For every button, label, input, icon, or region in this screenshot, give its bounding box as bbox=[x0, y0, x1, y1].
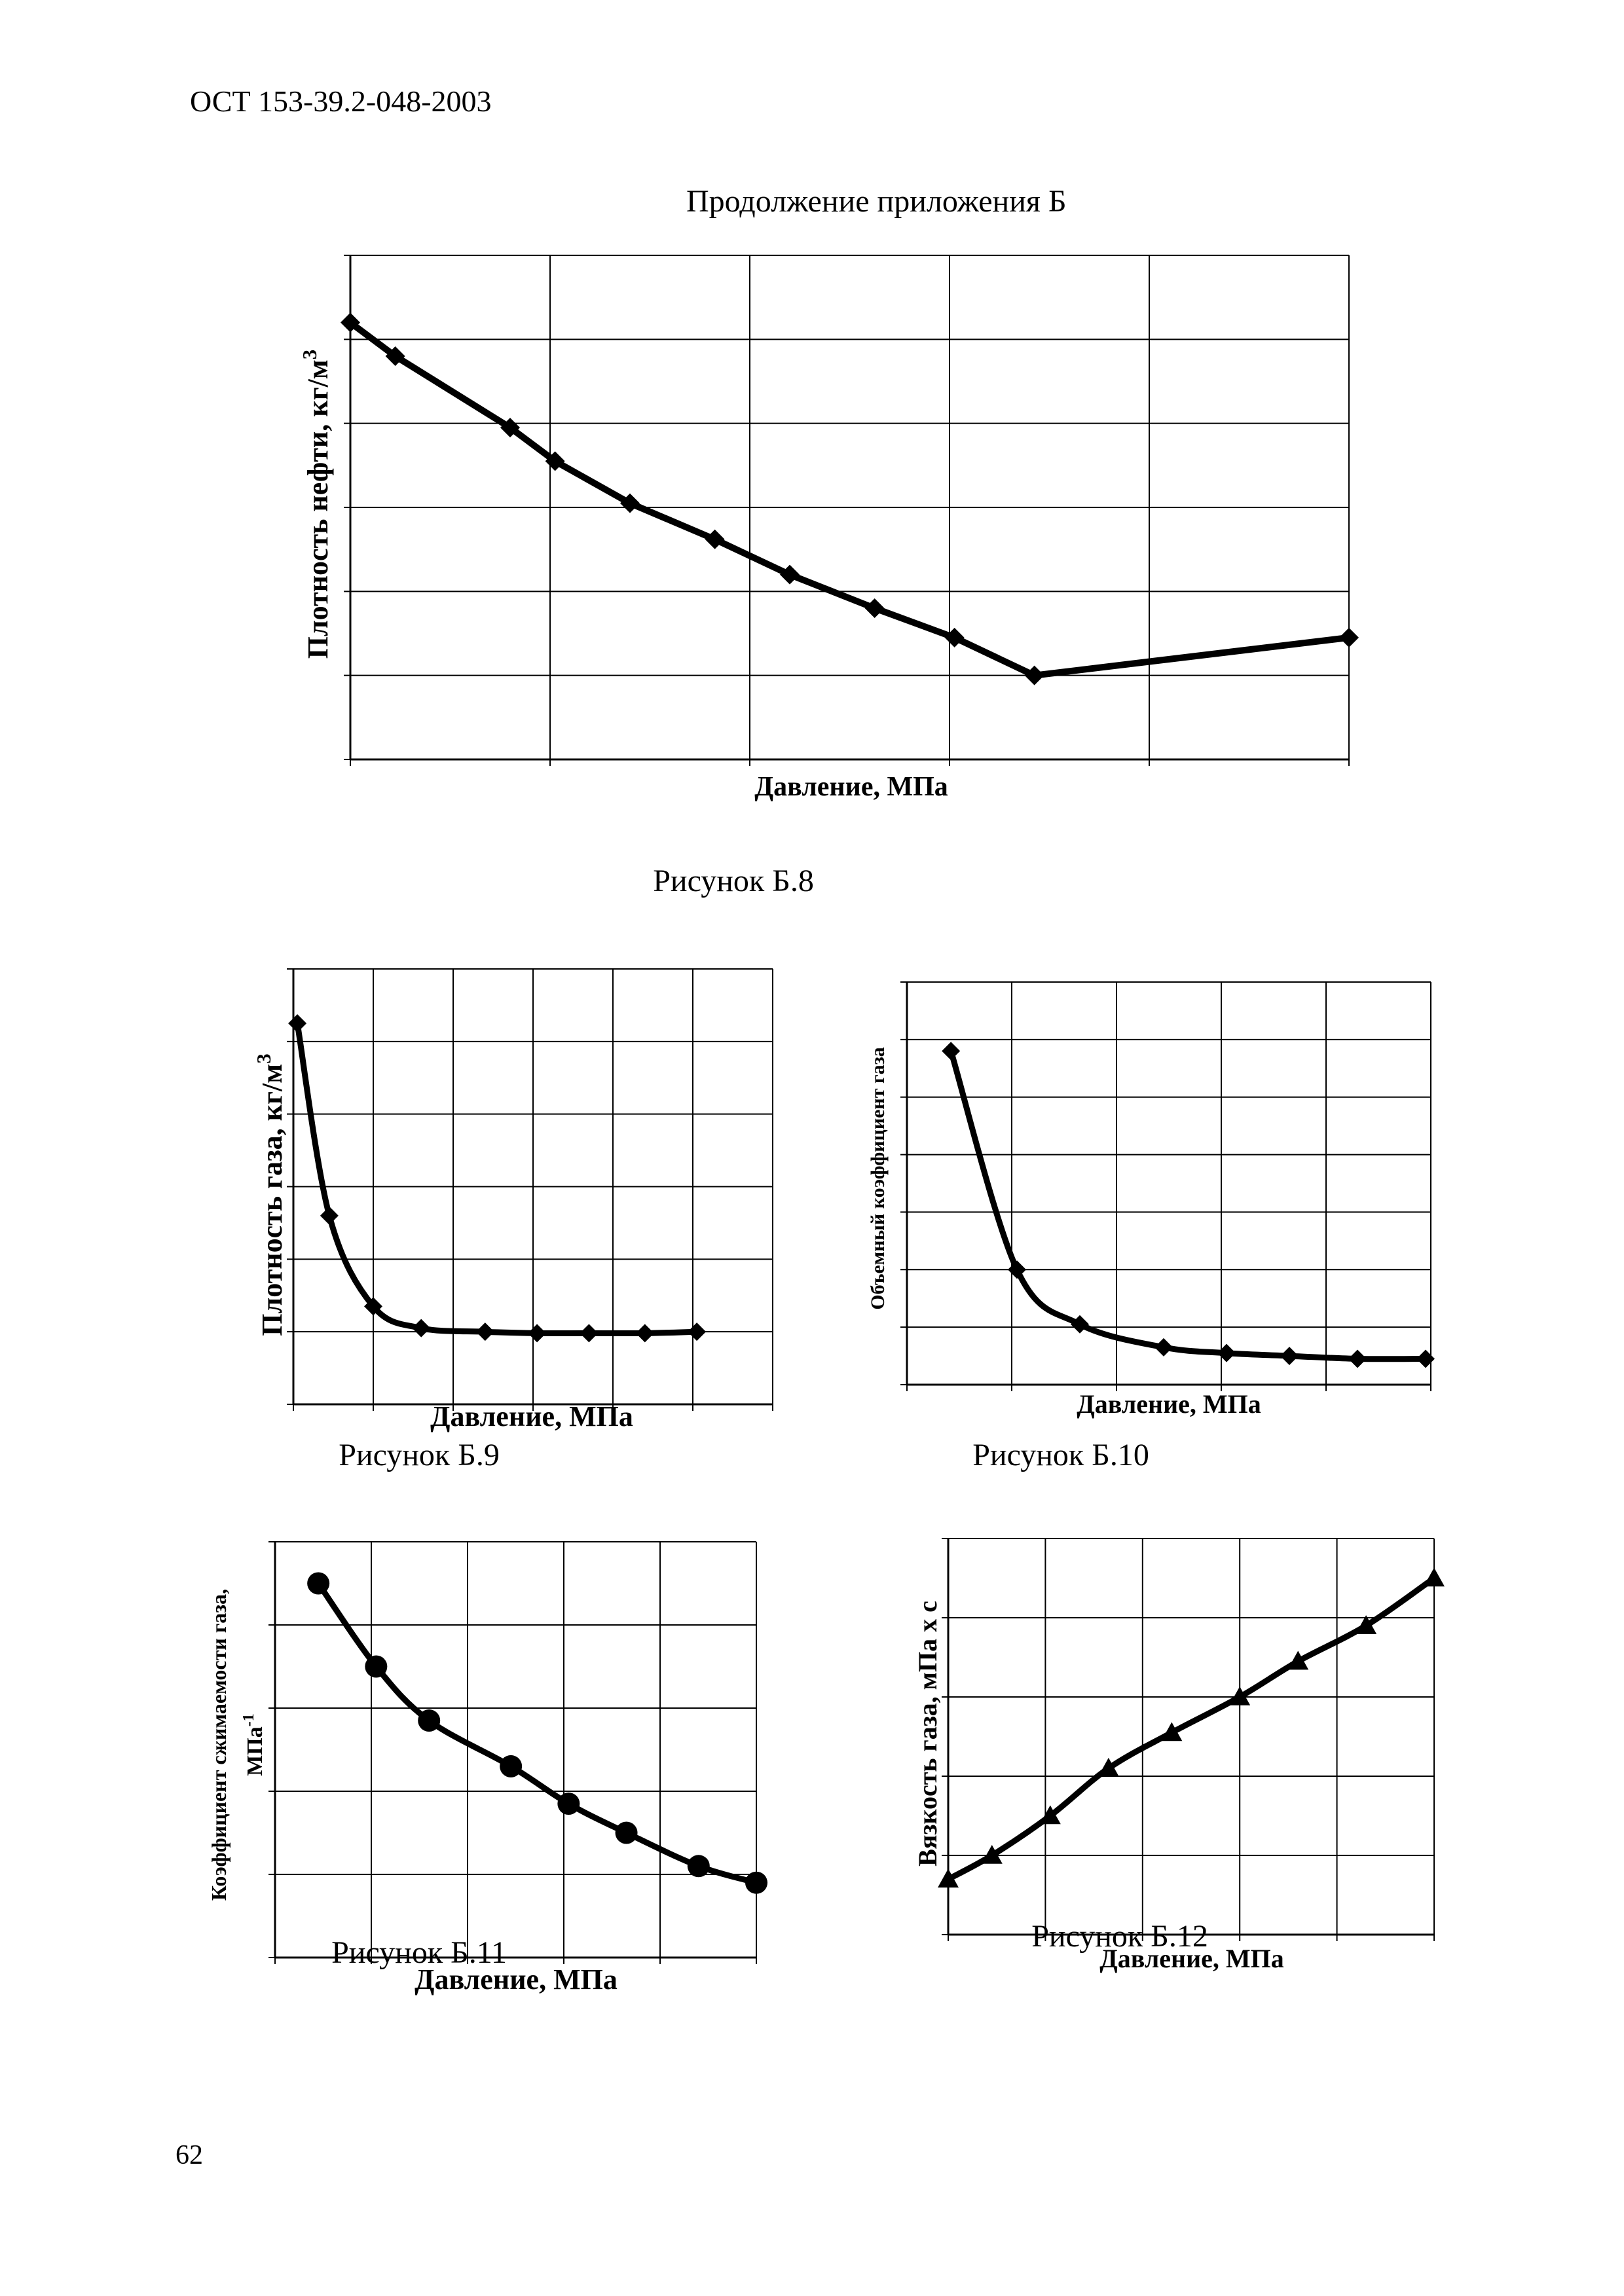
y-axis-label: Плотность газа, кг/м3 bbox=[252, 1053, 289, 1336]
y-axis-label: Вязкость газа, мПа х с bbox=[913, 1601, 942, 1867]
series-line bbox=[948, 1048, 1429, 1362]
data-point-2 bbox=[1039, 1805, 1061, 1825]
data-point-7 bbox=[635, 1324, 654, 1343]
caption-figure-b11: Рисунок Б.11 bbox=[331, 1935, 507, 1970]
data-point-9 bbox=[1024, 665, 1044, 685]
x-axis-label: Давление, МПа bbox=[1077, 1389, 1261, 1419]
data-point-0 bbox=[288, 1014, 307, 1033]
data-point-4 bbox=[1217, 1343, 1236, 1362]
x-axis-label: Давление, МПа bbox=[430, 1400, 633, 1432]
data-point-3 bbox=[545, 451, 565, 471]
series-line bbox=[315, 1580, 760, 1886]
data-point-4 bbox=[475, 1322, 494, 1341]
data-point-7 bbox=[1356, 1615, 1377, 1634]
data-point-3 bbox=[500, 1755, 523, 1777]
x-axis-label: Давление, МПа bbox=[754, 772, 948, 802]
data-point-0 bbox=[341, 312, 360, 333]
data-point-3 bbox=[412, 1319, 431, 1338]
data-point-3 bbox=[1098, 1757, 1119, 1777]
data-point-1 bbox=[981, 1845, 1003, 1864]
data-point-6 bbox=[1348, 1349, 1367, 1368]
caption-figure-b9: Рисунок Б.9 bbox=[339, 1438, 500, 1472]
data-point-1 bbox=[365, 1655, 388, 1678]
data-point-6 bbox=[687, 1855, 710, 1878]
caption-figure-b8: Рисунок Б.8 bbox=[653, 864, 814, 898]
document-code: ОСТ 153-39.2-048-2003 bbox=[190, 84, 492, 118]
series-line bbox=[347, 319, 1352, 679]
data-point-3 bbox=[1154, 1338, 1173, 1357]
data-point-6 bbox=[780, 564, 800, 585]
data-point-4 bbox=[557, 1793, 580, 1815]
data-point-5 bbox=[705, 529, 725, 549]
data-point-5 bbox=[1229, 1686, 1251, 1705]
data-point-8 bbox=[1424, 1567, 1445, 1587]
data-point-5 bbox=[615, 1821, 638, 1844]
data-point-5 bbox=[1280, 1347, 1299, 1366]
y-axis-label-unit: МПа-1 bbox=[240, 1713, 267, 1776]
y-axis-label: Плотность нефти, кг/м3 bbox=[298, 350, 335, 659]
y-axis-label: Коэффициент сжимаемости газа, bbox=[207, 1589, 231, 1901]
data-point-2 bbox=[1071, 1315, 1089, 1334]
data-point-2 bbox=[364, 1297, 382, 1316]
data-point-1 bbox=[320, 1206, 339, 1225]
data-point-7 bbox=[1416, 1349, 1435, 1368]
data-point-4 bbox=[1161, 1722, 1183, 1741]
data-point-0 bbox=[307, 1572, 330, 1595]
data-point-8 bbox=[944, 627, 965, 647]
data-point-8 bbox=[688, 1322, 707, 1341]
data-point-6 bbox=[580, 1324, 599, 1343]
data-point-5 bbox=[528, 1324, 547, 1343]
data-point-1 bbox=[1008, 1260, 1026, 1279]
y-axis-label: Объемный коэффициент газа bbox=[867, 1047, 889, 1309]
appendix-title: Продолжение приложения Б bbox=[686, 184, 1067, 219]
caption-figure-b12: Рисунок Б.12 bbox=[1031, 1919, 1208, 1954]
data-point-4 bbox=[620, 493, 640, 513]
data-point-0 bbox=[938, 1868, 959, 1888]
series-line bbox=[945, 1575, 1437, 1882]
series-line bbox=[294, 1020, 700, 1337]
data-point-2 bbox=[418, 1709, 441, 1732]
data-point-2 bbox=[500, 418, 520, 438]
data-point-0 bbox=[942, 1042, 961, 1061]
data-point-1 bbox=[385, 346, 405, 366]
data-point-10 bbox=[1339, 627, 1359, 647]
data-point-7 bbox=[745, 1871, 767, 1894]
data-point-6 bbox=[1287, 1650, 1309, 1670]
page-number: 62 bbox=[175, 2140, 203, 2170]
data-point-7 bbox=[864, 598, 885, 618]
caption-figure-b10: Рисунок Б.10 bbox=[972, 1438, 1149, 1472]
